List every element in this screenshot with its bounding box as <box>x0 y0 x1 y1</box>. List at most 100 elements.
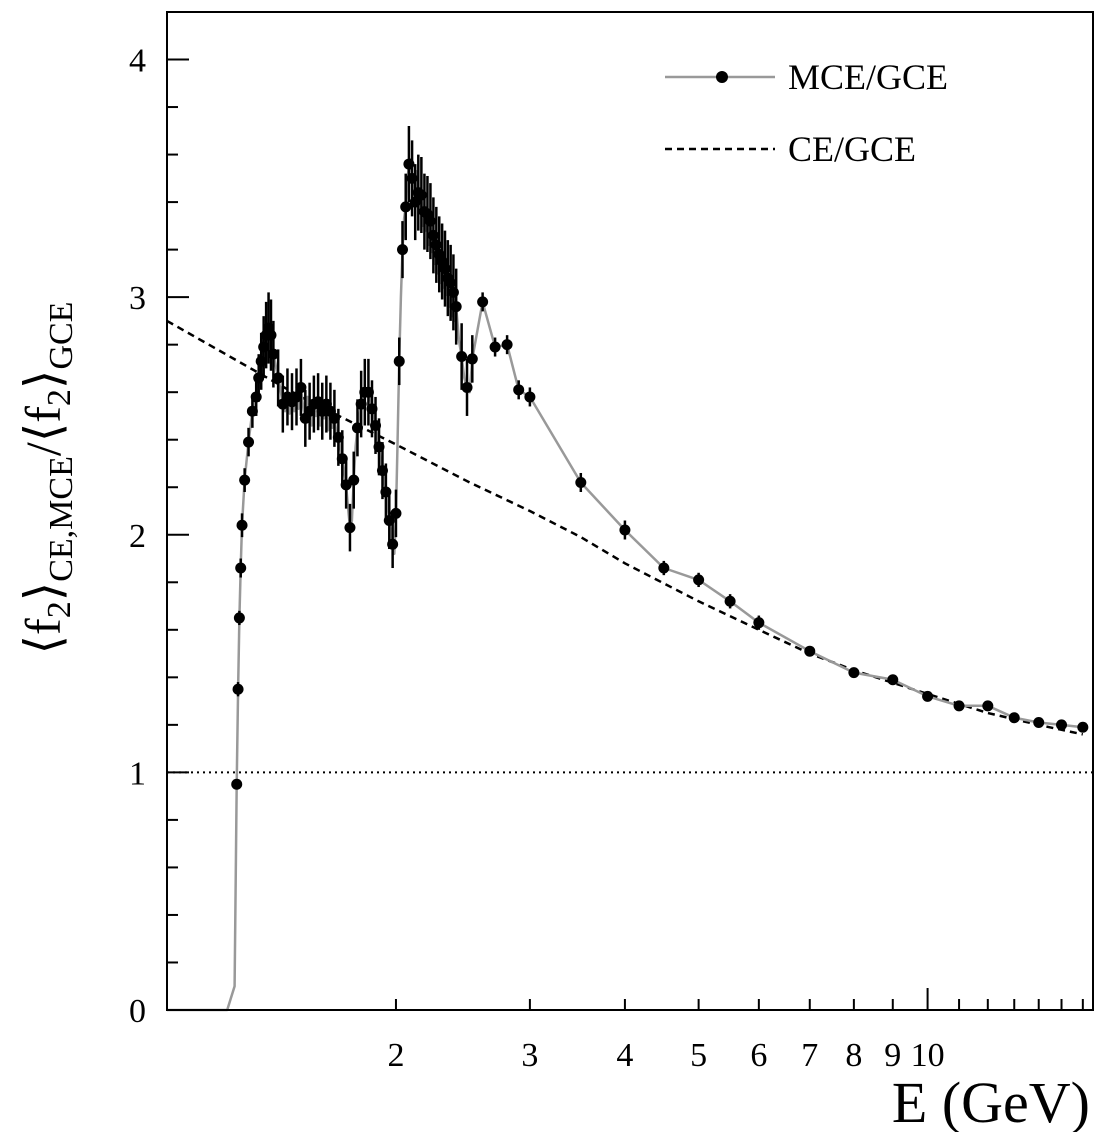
data-point <box>575 476 587 488</box>
data-point <box>461 381 473 393</box>
y-axis-title-sub-gce: GCE <box>43 302 80 370</box>
series-markers-mce-gce <box>231 158 1089 790</box>
x-tick-label: 4 <box>616 1037 633 1074</box>
data-point <box>922 690 934 702</box>
data-point <box>424 215 436 227</box>
y-axis-title-sub2: 2 <box>41 389 78 406</box>
y-tick-label: 2 <box>129 518 146 555</box>
data-point <box>272 372 284 384</box>
data-point <box>1056 719 1068 731</box>
y-axis-title-sub: 2 <box>41 601 78 618</box>
data-point <box>265 329 277 341</box>
data-point <box>409 196 421 208</box>
y-tick-label: 0 <box>129 993 146 1030</box>
data-point <box>255 355 267 367</box>
x-tick-label: 7 <box>801 1037 818 1074</box>
data-point <box>232 683 244 695</box>
data-point <box>658 562 670 574</box>
data-point <box>693 574 705 586</box>
legend-entry-mce-gce: MCE/GCE <box>788 57 948 97</box>
data-point <box>344 522 356 534</box>
x-tick-label: 9 <box>884 1037 901 1074</box>
data-point <box>235 562 247 574</box>
data-point <box>370 419 382 431</box>
data-point <box>513 384 525 396</box>
data-point <box>403 158 415 170</box>
data-point <box>393 355 405 367</box>
data-point <box>351 422 363 434</box>
data-point <box>477 296 489 308</box>
data-point <box>489 341 501 353</box>
y-axis-title: ⟨f2⟩CE,MCE/⟨f2⟩GCE <box>15 302 80 655</box>
data-point <box>982 700 994 712</box>
legend: MCE/GCE CE/GCE <box>665 57 948 169</box>
y-ticks: 0 1 2 3 4 <box>129 11 189 1030</box>
plot-frame <box>166 11 1094 1011</box>
data-point <box>447 286 459 298</box>
legend-marker-mce-gce <box>716 71 728 83</box>
y-axis-title-f: f <box>15 618 71 635</box>
y-axis-title-open2: ⟨ <box>15 423 71 443</box>
data-point <box>430 239 442 251</box>
y-axis-title-close2: ⟩ <box>15 370 71 390</box>
data-point <box>501 339 513 351</box>
data-point <box>373 441 385 453</box>
data-point <box>387 538 399 550</box>
y-tick-label: 3 <box>129 280 146 317</box>
data-point <box>445 277 457 289</box>
x-tick-label: 8 <box>845 1037 862 1074</box>
y-axis-title-f2: f <box>15 406 71 423</box>
legend-entry-ce-gce: CE/GCE <box>788 129 916 169</box>
data-point <box>406 172 418 184</box>
data-point <box>1008 712 1020 724</box>
data-point <box>450 301 462 313</box>
data-point <box>466 353 478 365</box>
data-point <box>290 391 302 403</box>
data-point <box>336 453 348 465</box>
data-point <box>250 391 262 403</box>
error-bars <box>235 126 1085 790</box>
data-point <box>355 398 367 410</box>
data-point <box>348 474 360 486</box>
data-point <box>383 515 395 527</box>
data-point <box>236 519 248 531</box>
data-point <box>1033 716 1045 728</box>
y-tick-label: 4 <box>129 43 146 80</box>
data-point <box>724 595 736 607</box>
y-tick-label: 1 <box>129 755 146 792</box>
y-axis-title-slash: / <box>15 442 71 456</box>
data-point <box>619 524 631 536</box>
data-point <box>753 617 765 629</box>
data-point <box>239 474 251 486</box>
data-point <box>267 348 279 360</box>
data-point <box>804 645 816 657</box>
data-point <box>400 201 412 213</box>
data-point <box>456 351 468 363</box>
x-tick-label: 3 <box>521 1037 538 1074</box>
data-point <box>1077 721 1089 733</box>
data-point <box>246 405 258 417</box>
x-tick-label: 2 <box>387 1037 404 1074</box>
data-point <box>312 396 324 408</box>
data-point <box>332 431 344 443</box>
series-line-mce-gce <box>167 158 1083 1012</box>
data-point <box>243 436 255 448</box>
data-point <box>953 700 965 712</box>
data-point <box>524 391 536 403</box>
data-point <box>233 612 245 624</box>
data-point <box>397 244 409 256</box>
x-tick-label: 5 <box>690 1037 707 1074</box>
data-point <box>231 778 243 790</box>
data-point <box>390 507 402 519</box>
data-point <box>366 403 378 415</box>
data-point <box>848 667 860 679</box>
data-point <box>439 263 451 275</box>
y-axis-title-close: ⟩ <box>15 582 71 602</box>
data-point <box>362 386 374 398</box>
y-axis-title-sub-ce: CE,MCE <box>43 456 80 582</box>
x-axis-title: E (GeV) <box>892 1070 1090 1132</box>
data-point <box>376 465 388 477</box>
y-axis-title-open: ⟨ <box>15 635 71 655</box>
data-point <box>887 674 899 686</box>
